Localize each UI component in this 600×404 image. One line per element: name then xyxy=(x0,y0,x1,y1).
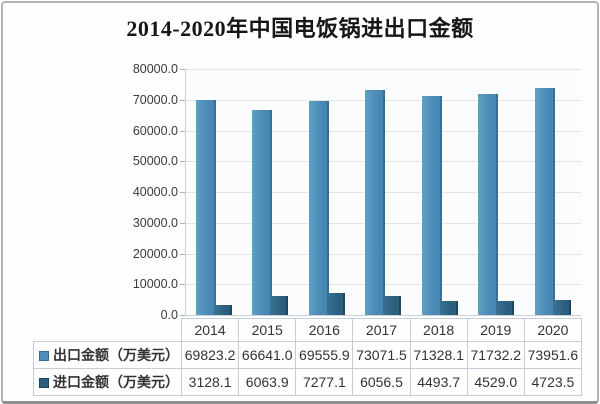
import-legend-swatch-icon xyxy=(39,378,49,388)
value-cell: 73071.5 xyxy=(352,341,411,369)
y-axis-tick-mark xyxy=(180,99,185,101)
chart-title: 2014-2020年中国电饭锅进出口金额 xyxy=(126,16,474,41)
year-cell: 2014 xyxy=(180,318,240,342)
y-axis-tick-mark xyxy=(180,253,185,255)
y-axis-tick-mark xyxy=(180,130,185,132)
value-cell: 71732.2 xyxy=(466,341,525,369)
y-axis-tick-label: 60000.0 xyxy=(132,123,178,138)
y-axis-tick-label: 20000.0 xyxy=(132,246,178,261)
import-bar-2020 xyxy=(555,300,571,315)
year-cell: 2015 xyxy=(238,318,297,342)
export-bar-2020 xyxy=(535,88,555,315)
series-row: 进口金额（万美元） 3128.1 6063.9 7277.1 6056.5 4493.7 4… xyxy=(33,368,582,396)
value-cell: 69555.9 xyxy=(295,341,354,369)
y-axis-tick-mark xyxy=(180,315,185,316)
export-legend-swatch-icon xyxy=(39,351,49,361)
import-bar-2017 xyxy=(385,296,401,315)
legend-data-table: 2014 2015 2016 2017 2018 2019 2020 出口金额（万美元） 698… xyxy=(33,318,582,396)
y-axis-tick-mark xyxy=(180,161,185,163)
y-axis-tick-label: 10000.0 xyxy=(132,277,178,292)
value-cell: 4493.7 xyxy=(409,368,468,396)
export-bar-2019 xyxy=(478,94,498,315)
y-axis-tick-label: 50000.0 xyxy=(132,154,178,169)
value-cell: 66641.0 xyxy=(238,341,297,369)
import-bar-2015 xyxy=(272,296,288,315)
import-bar-2018 xyxy=(442,301,458,315)
value-cell: 6056.5 xyxy=(352,368,411,396)
value-cell: 3128.1 xyxy=(180,368,240,396)
import-bar-2016 xyxy=(329,293,345,315)
value-cell: 4529.0 xyxy=(466,368,525,396)
year-header-row: 2014 2015 2016 2017 2018 2019 2020 xyxy=(34,318,582,342)
y-axis-tick-label: 80000.0 xyxy=(132,62,178,76)
value-cell: 7277.1 xyxy=(295,368,354,396)
year-cell: 2020 xyxy=(523,318,582,342)
series-label-cell: 进口金额（万美元） xyxy=(33,368,182,396)
table-corner-cell xyxy=(34,319,182,342)
export-bar-2017 xyxy=(365,90,385,315)
plot-area xyxy=(185,69,581,316)
series-label-cell: 出口金额（万美元） xyxy=(33,341,182,369)
year-cell: 2019 xyxy=(466,318,525,342)
y-axis-tick-mark xyxy=(180,222,185,224)
gridline xyxy=(186,69,581,70)
year-cell: 2017 xyxy=(352,318,411,342)
year-cell: 2018 xyxy=(409,318,468,342)
year-cell: 2016 xyxy=(295,318,354,342)
export-bar-2018 xyxy=(422,96,442,315)
export-bar-2015 xyxy=(252,110,272,315)
value-cell: 6063.9 xyxy=(238,368,297,396)
y-axis-tick-label: 70000.0 xyxy=(132,92,178,107)
value-cell: 69823.2 xyxy=(180,341,240,369)
y-axis-tick-label: 30000.0 xyxy=(132,215,178,230)
import-bar-2014 xyxy=(216,305,232,315)
y-axis-tick-label: 40000.0 xyxy=(132,185,178,199)
value-cell: 73951.6 xyxy=(523,341,582,369)
value-cell: 71328.1 xyxy=(409,341,468,369)
import-bar-2019 xyxy=(498,301,514,315)
y-axis-tick-label: 0.0 xyxy=(160,308,178,322)
export-bar-2014 xyxy=(196,100,216,315)
y-axis-tick-mark xyxy=(180,69,185,70)
export-bar-2016 xyxy=(309,101,329,315)
y-axis-tick-mark xyxy=(180,284,185,286)
series-row: 出口金额（万美元） 69823.2 66641.0 69555.9 73071.5 713… xyxy=(33,341,582,369)
y-axis-tick-mark xyxy=(180,192,185,193)
value-cell: 4723.5 xyxy=(523,368,582,396)
